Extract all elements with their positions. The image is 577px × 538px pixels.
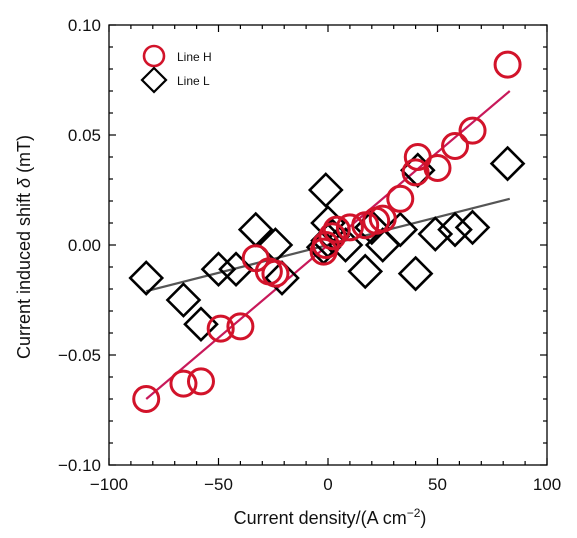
data-point-line-l xyxy=(489,145,526,182)
tick-labels: −100 −50 0 50 100 −0.10 −0.05 0.00 0.05 0.10 xyxy=(58,16,561,494)
x-tick-label: −50 xyxy=(204,475,233,494)
data-point-line-h xyxy=(335,213,364,242)
x-tick-label: 50 xyxy=(428,475,447,494)
data-point-line-l xyxy=(397,255,434,292)
legend-label-line-l: Line L xyxy=(177,74,210,88)
data-markers xyxy=(128,50,526,413)
y-axis-label: Current induced shift δ (mT) xyxy=(14,135,34,359)
data-point-line-h xyxy=(206,314,235,343)
data-point-line-l xyxy=(200,251,237,288)
data-point-line-h xyxy=(322,215,351,244)
data-point-line-h xyxy=(261,259,290,288)
data-point-line-l xyxy=(264,260,300,296)
data-point-line-l xyxy=(237,211,274,248)
data-point-line-l xyxy=(128,260,165,296)
axis-ticks xyxy=(108,24,548,466)
data-point-line-h xyxy=(186,367,215,396)
y-tick-label: 0.05 xyxy=(68,126,101,145)
data-point-line-l xyxy=(417,216,454,252)
y-tick-label: 0.10 xyxy=(68,16,101,35)
data-point-line-l xyxy=(437,211,473,248)
data-point-line-h xyxy=(169,369,198,398)
data-point-line-l xyxy=(183,306,219,343)
legend: Line H Line L xyxy=(140,44,212,94)
y-tick-label: 0.00 xyxy=(68,236,101,255)
x-tick-label: −100 xyxy=(90,475,128,494)
x-tick-label: 100 xyxy=(533,475,561,494)
x-axis-label: Current density/(A cm−2) xyxy=(234,506,427,528)
data-point-line-l xyxy=(218,251,254,288)
data-point-line-l xyxy=(454,209,491,246)
data-point-line-l xyxy=(347,253,384,290)
legend-marker-line-h xyxy=(142,44,166,68)
data-point-line-h xyxy=(401,158,430,187)
data-point-line-h xyxy=(423,154,452,182)
y-tick-label: −0.10 xyxy=(58,456,101,475)
legend-marker-line-l xyxy=(140,66,168,94)
data-point-line-h xyxy=(441,132,470,160)
legend-label-line-h: Line H xyxy=(177,50,212,64)
data-point-line-h xyxy=(493,50,522,79)
data-point-line-h xyxy=(386,184,415,213)
x-tick-label: 0 xyxy=(323,475,332,494)
data-point-line-l xyxy=(307,172,344,208)
data-point-line-h xyxy=(226,312,255,341)
data-point-line-h xyxy=(368,204,397,233)
data-point-line-h xyxy=(132,385,161,413)
data-point-line-l xyxy=(165,282,202,318)
y-tick-label: −0.05 xyxy=(58,346,101,365)
data-point-line-h xyxy=(458,116,487,145)
data-point-line-h xyxy=(318,222,347,251)
